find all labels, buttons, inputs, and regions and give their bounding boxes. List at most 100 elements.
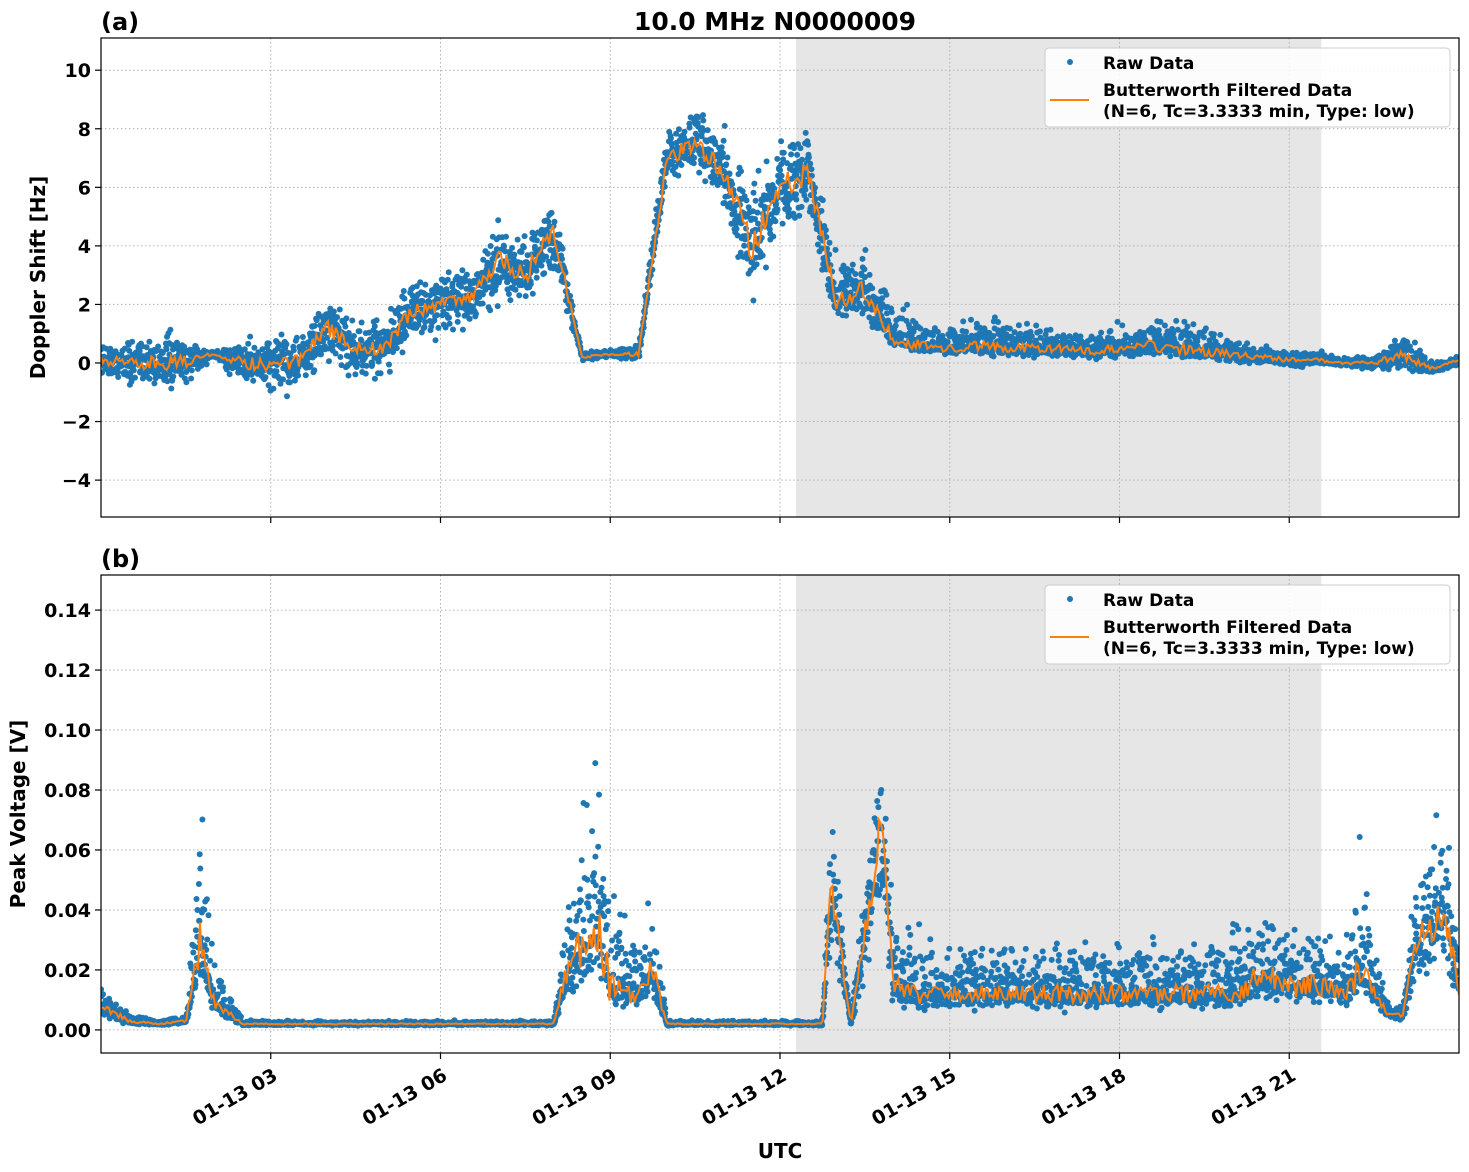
raw-point xyxy=(556,231,563,238)
raw-point xyxy=(823,234,830,240)
raw-point xyxy=(803,196,810,203)
raw-point xyxy=(669,158,676,165)
raw-point xyxy=(265,382,272,389)
legend-filtered-label: Butterworth Filtered Data xyxy=(1103,81,1352,101)
raw-point xyxy=(421,324,428,331)
raw-point xyxy=(278,331,285,338)
raw-point xyxy=(286,379,293,386)
raw-point xyxy=(862,247,869,253)
raw-point xyxy=(393,345,400,352)
panel-label: (a) xyxy=(101,8,139,36)
raw-point xyxy=(559,256,565,262)
raw-point xyxy=(247,333,254,340)
raw-point xyxy=(197,865,204,872)
raw-point xyxy=(1211,331,1217,338)
raw-point xyxy=(700,112,706,119)
raw-point xyxy=(741,242,748,249)
raw-point xyxy=(293,334,300,341)
raw-point xyxy=(754,209,761,216)
raw-point xyxy=(334,314,341,321)
raw-point xyxy=(859,255,866,262)
raw-point xyxy=(259,346,266,353)
raw-point xyxy=(363,362,370,369)
raw-point xyxy=(183,379,190,386)
raw-point xyxy=(719,150,726,157)
raw-point xyxy=(807,160,814,167)
raw-point xyxy=(299,334,306,340)
raw-point xyxy=(352,371,359,378)
raw-point xyxy=(479,300,486,307)
raw-point xyxy=(779,220,786,227)
raw-point xyxy=(484,250,491,257)
raw-point xyxy=(667,135,674,142)
raw-point xyxy=(772,218,779,225)
raw-point xyxy=(990,353,997,360)
raw-point xyxy=(349,317,356,324)
raw-point xyxy=(726,170,733,177)
raw-point xyxy=(435,324,442,331)
raw-point xyxy=(718,144,725,151)
raw-point xyxy=(454,318,461,325)
raw-point xyxy=(808,203,815,210)
raw-point xyxy=(735,254,742,260)
raw-point xyxy=(330,342,336,349)
raw-point xyxy=(702,178,709,185)
y-tick-label: 10 xyxy=(65,60,91,82)
raw-point xyxy=(720,137,727,144)
raw-point xyxy=(538,262,545,269)
raw-point xyxy=(691,154,698,161)
raw-point xyxy=(1184,323,1191,330)
raw-point xyxy=(696,169,703,176)
raw-point xyxy=(320,338,327,345)
data-layer xyxy=(101,112,1459,400)
raw-point xyxy=(311,322,318,329)
raw-point xyxy=(226,371,233,378)
raw-point xyxy=(1161,322,1168,329)
raw-point xyxy=(785,206,792,212)
raw-point xyxy=(265,340,272,347)
raw-point xyxy=(509,244,516,251)
raw-point xyxy=(459,267,466,274)
raw-point xyxy=(343,315,350,322)
raw-point xyxy=(126,347,133,354)
raw-point xyxy=(793,196,800,203)
raw-point xyxy=(819,197,826,204)
raw-point xyxy=(250,377,257,384)
raw-point xyxy=(280,376,286,383)
raw-point xyxy=(759,252,766,259)
raw-point xyxy=(442,324,449,331)
raw-point xyxy=(533,274,540,281)
raw-point xyxy=(228,997,235,1004)
chart-title: 10.0 MHz N0000009 xyxy=(634,7,916,36)
raw-point xyxy=(866,271,873,278)
raw-point xyxy=(311,367,318,374)
raw-point xyxy=(205,912,212,919)
raw-point xyxy=(113,1001,119,1008)
raw-point xyxy=(723,161,730,168)
raw-point xyxy=(494,303,501,310)
raw-point xyxy=(686,124,693,131)
raw-point xyxy=(793,191,799,198)
raw-point xyxy=(455,311,461,318)
raw-point xyxy=(356,328,363,335)
raw-point xyxy=(690,160,697,167)
y-tick-label: 4 xyxy=(78,236,91,258)
raw-point xyxy=(377,370,384,377)
raw-point xyxy=(136,348,143,355)
raw-point xyxy=(115,374,122,380)
raw-point xyxy=(220,984,226,991)
raw-point xyxy=(797,145,804,152)
raw-point xyxy=(750,208,756,215)
raw-point xyxy=(362,370,369,377)
raw-point xyxy=(547,247,554,253)
raw-point xyxy=(892,322,899,329)
raw-point xyxy=(422,281,429,288)
raw-point xyxy=(1421,354,1428,361)
raw-point xyxy=(551,218,558,225)
raw-point xyxy=(130,367,137,374)
raw-point xyxy=(403,332,410,339)
raw-point xyxy=(203,361,210,368)
raw-point xyxy=(251,344,258,351)
raw-point xyxy=(510,256,517,263)
raw-point xyxy=(196,851,203,858)
